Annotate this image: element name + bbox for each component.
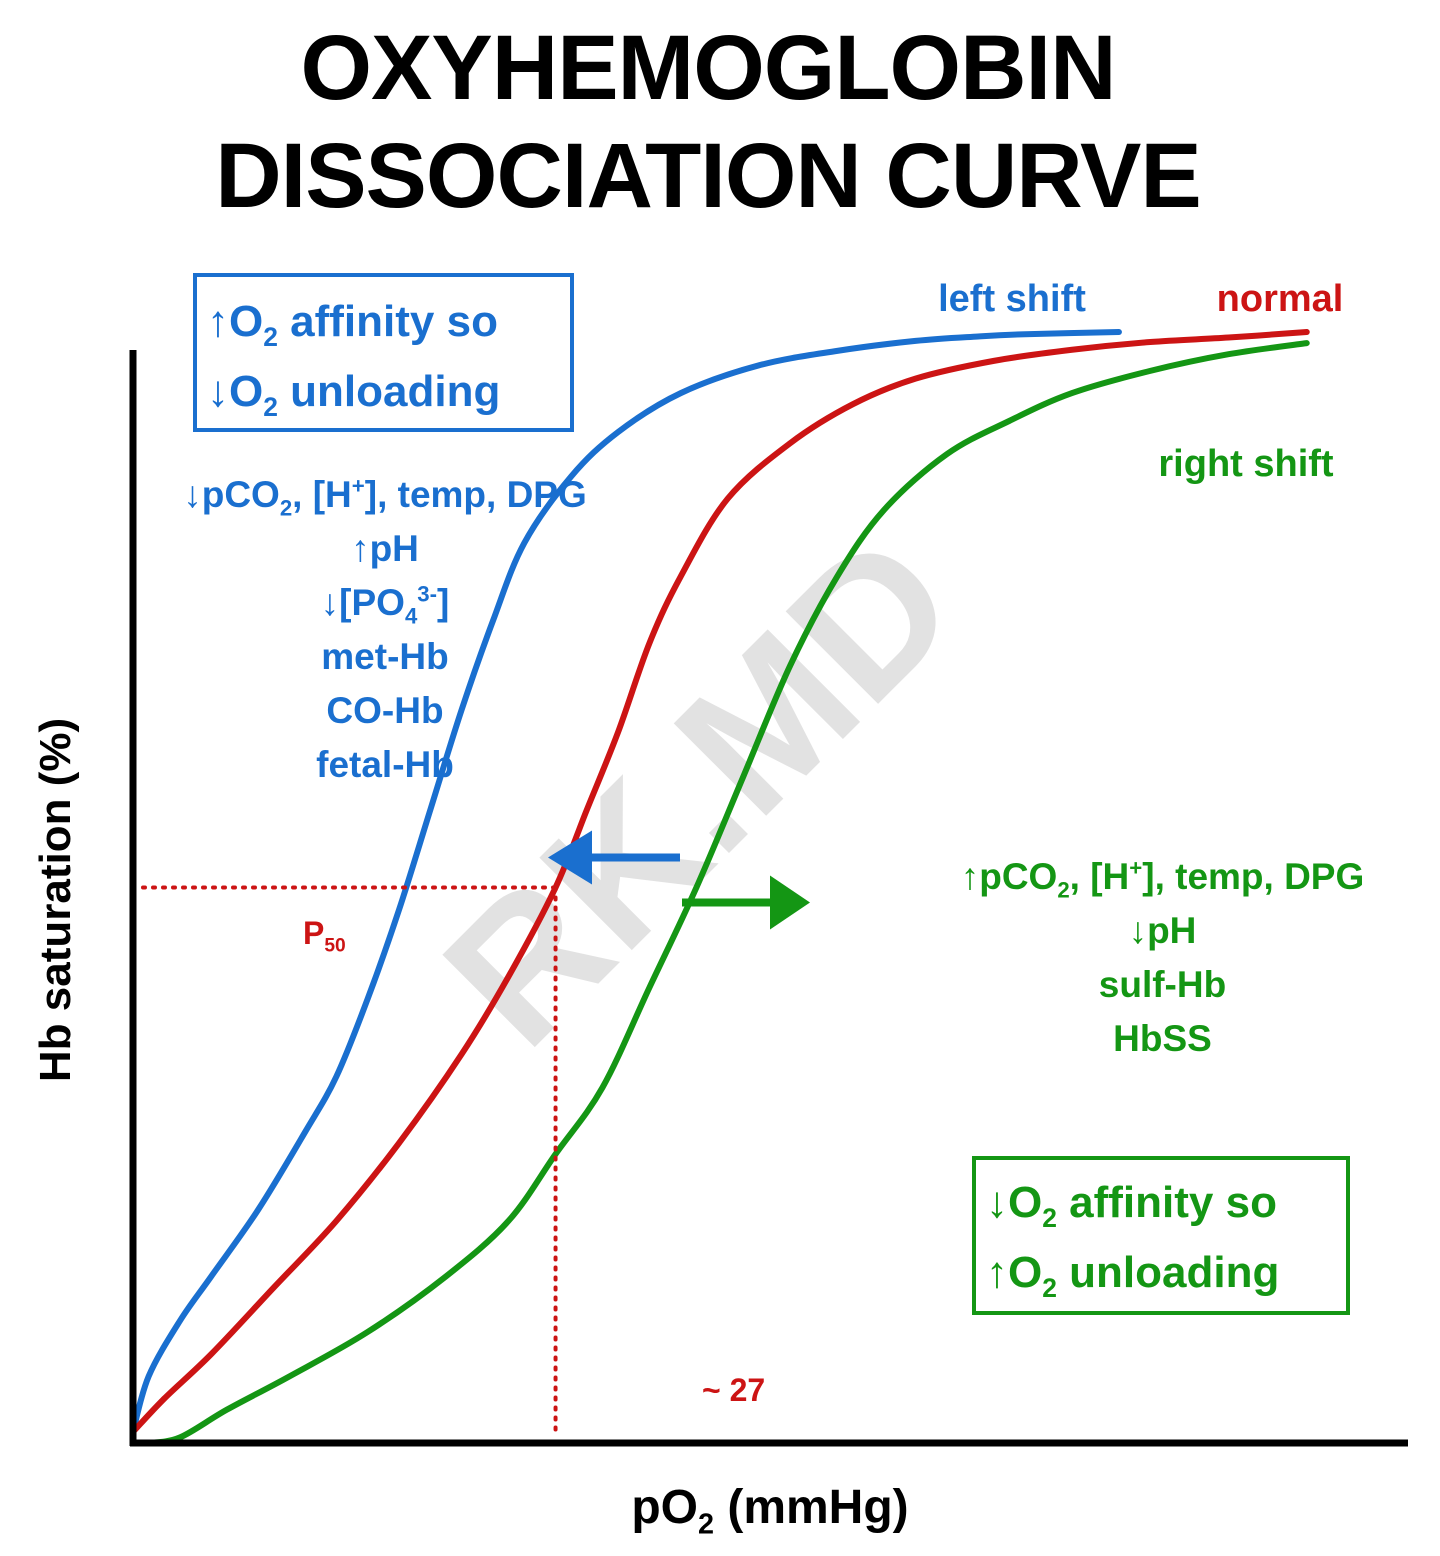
series-label-left: left shift	[938, 278, 1086, 320]
left-factor-2: ↑pH	[351, 528, 419, 569]
shift-arrows	[548, 830, 810, 930]
curve-right	[145, 340, 1310, 1446]
chart-title: OXYHEMOGLOBIN DISSOCIATION CURVE	[0, 14, 1416, 230]
right-factor-3: sulf-Hb	[1098, 964, 1227, 1005]
right-factor-1: ↑pCO2, [H+], temp, DPG	[960, 855, 1365, 903]
title-line-2: DISSOCIATION CURVE	[215, 125, 1202, 227]
left-factor-5: CO-Hb	[326, 690, 444, 731]
left-shift-effect-box: ↑O2 affinity so ↓O2 unloading	[193, 273, 574, 432]
left-factor-4: met-Hb	[321, 636, 449, 677]
right-factor-4: HbSS	[1113, 1018, 1212, 1059]
left-factor-6: fetal-Hb	[316, 744, 454, 785]
left-shift-factors: ↓pCO2, [H+], temp, DPG ↑pH ↓[PO43-] met-…	[150, 468, 620, 792]
series-labels: left shift normal right shift	[938, 278, 1343, 485]
curve-normal	[130, 329, 1310, 1435]
right-shift-effect-box: ↓O2 affinity so ↑O2 unloading	[972, 1156, 1350, 1315]
right-box-line-2: ↑O2 unloading	[986, 1248, 1280, 1303]
left-box-line-1: ↑O2 affinity so	[207, 297, 498, 352]
left-box-line-2: ↓O2 unloading	[207, 367, 501, 422]
y-axis-label: Hb saturation (%)	[31, 717, 80, 1083]
p50-guides	[141, 885, 558, 1439]
right-shift-arrow-head	[770, 875, 810, 930]
curves-layer	[130, 329, 1310, 1446]
axes-layer	[129, 350, 1408, 1447]
right-shift-factors: ↑pCO2, [H+], temp, DPG ↓pH sulf-Hb HbSS	[925, 850, 1400, 1066]
left-shift-arrow-head	[548, 830, 592, 885]
p50-x-value-label: ~ 27	[702, 1372, 766, 1408]
series-label-normal: normal	[1217, 278, 1344, 320]
curve-left	[130, 329, 1122, 1435]
series-label-right: right shift	[1158, 443, 1334, 485]
x-axis-label: pO2 (mmHg)	[631, 1481, 909, 1541]
right-factor-2: ↓pH	[1128, 910, 1197, 951]
left-factor-1: ↓pCO2, [H+], temp, DPG	[183, 473, 587, 521]
p50-label: P50	[303, 915, 346, 957]
left-factor-3: ↓[PO43-]	[320, 581, 450, 629]
right-box-line-1: ↓O2 affinity so	[986, 1178, 1277, 1233]
title-line-1: OXYHEMOGLOBIN	[300, 17, 1116, 119]
